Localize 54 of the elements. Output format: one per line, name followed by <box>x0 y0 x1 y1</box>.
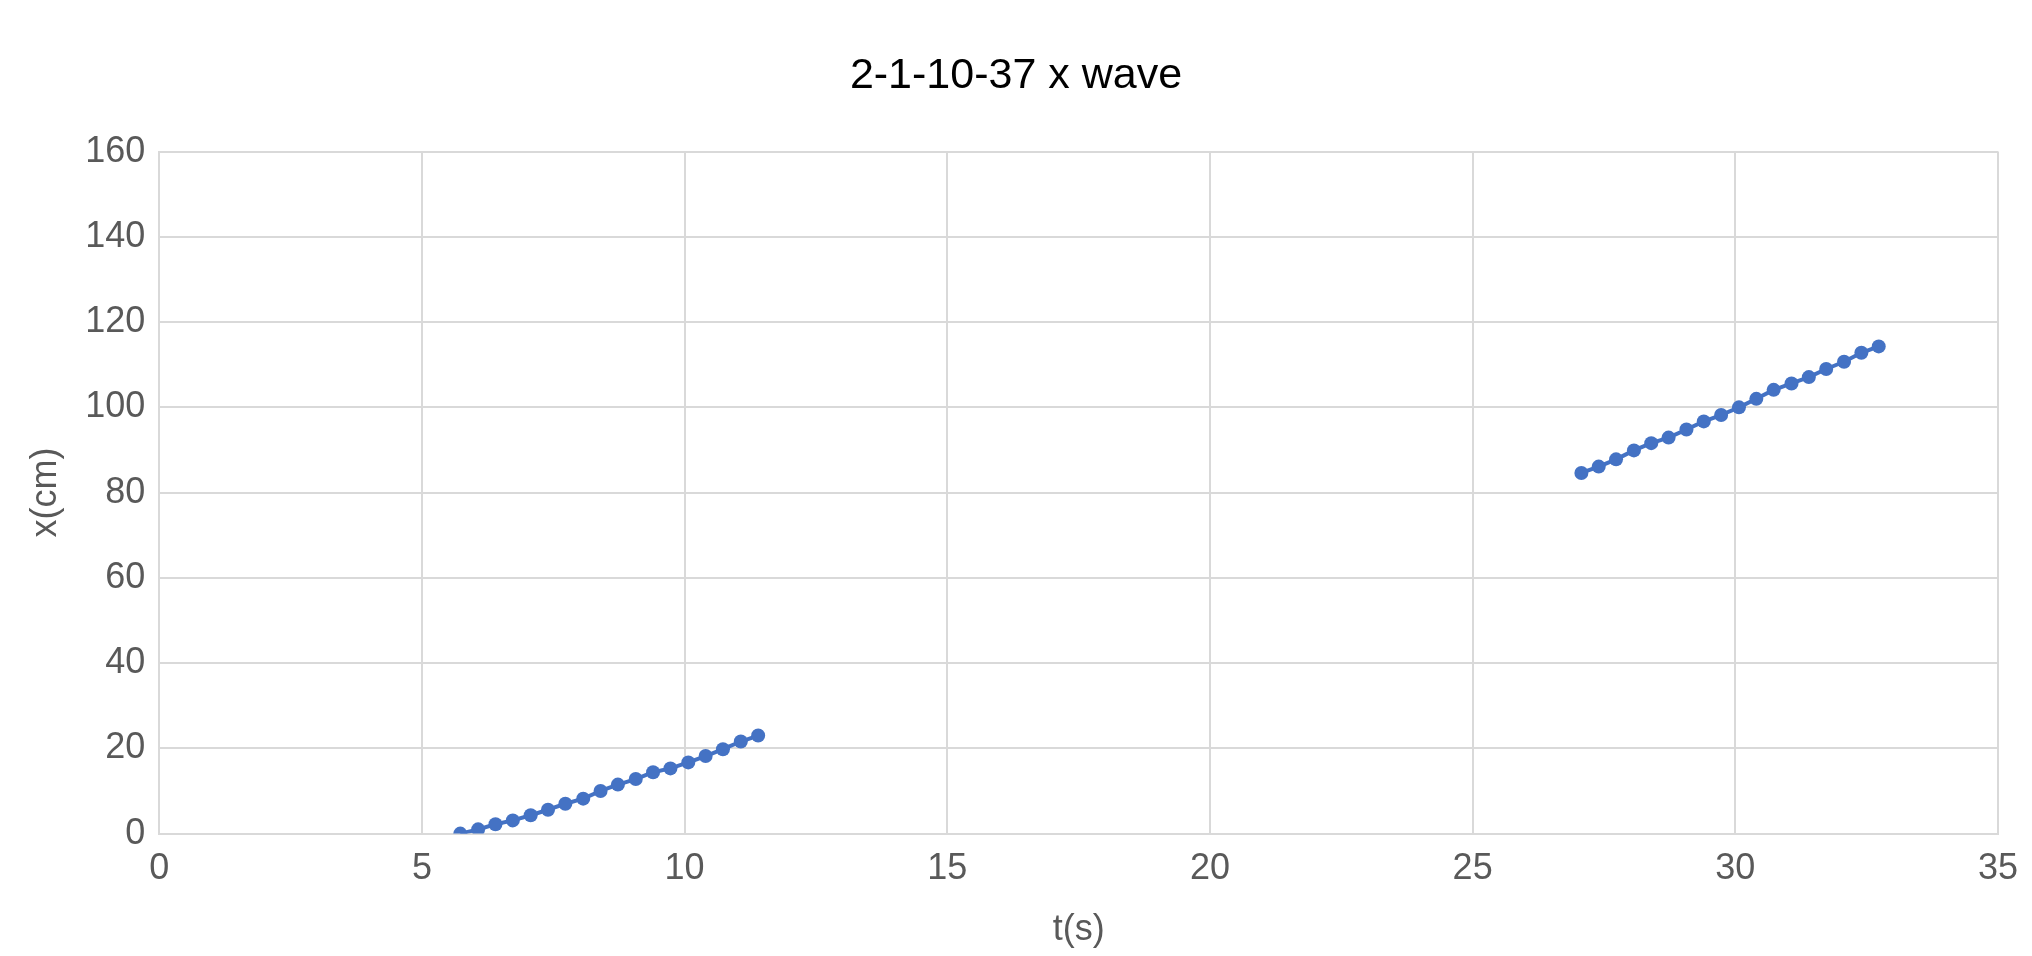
y-tick-label: 80 <box>105 469 146 511</box>
y-tick-label: 160 <box>85 128 146 170</box>
y-axis-title: x(cm) <box>22 447 64 538</box>
x-tick-label: 10 <box>664 846 705 888</box>
x-tick-label: 15 <box>927 846 968 888</box>
point <box>1714 408 1729 423</box>
point <box>715 742 730 757</box>
point <box>1696 414 1711 429</box>
y-tick-label: 20 <box>105 725 146 767</box>
point <box>523 808 538 823</box>
point <box>576 791 591 806</box>
point <box>751 728 766 743</box>
x-tick-label: 25 <box>1452 846 1493 888</box>
point <box>1626 443 1641 458</box>
point <box>663 761 678 776</box>
x-tick-label: 30 <box>1715 846 1756 888</box>
x-tick-label: 35 <box>1977 846 2018 888</box>
point <box>541 802 556 817</box>
point <box>1609 452 1624 467</box>
y-tick-label: 40 <box>105 640 146 682</box>
point <box>593 783 608 798</box>
y-tick-label: 100 <box>85 384 146 426</box>
point <box>681 755 696 770</box>
x-tick-label: 20 <box>1189 846 1230 888</box>
point <box>558 796 573 811</box>
x-tick-label: 5 <box>411 846 432 888</box>
chart-title: 2-1-10-37 x wave <box>849 48 1183 97</box>
point <box>1784 376 1799 391</box>
point <box>1749 391 1764 406</box>
point <box>1574 465 1589 480</box>
point <box>488 817 503 832</box>
point <box>1837 354 1852 369</box>
point <box>628 772 643 787</box>
point <box>1679 422 1694 437</box>
point <box>1661 430 1676 445</box>
point <box>1644 436 1659 451</box>
y-tick-label: 140 <box>85 213 146 255</box>
y-tick-label: 120 <box>85 299 146 341</box>
point <box>1854 345 1869 360</box>
point <box>698 749 713 764</box>
point <box>733 734 748 749</box>
point <box>1766 382 1781 397</box>
point <box>1731 400 1746 415</box>
point <box>471 822 486 834</box>
point <box>505 813 520 828</box>
point <box>646 765 661 780</box>
y-tick-label: 0 <box>125 810 146 852</box>
point <box>1871 339 1886 354</box>
x-axis-title: t(s) <box>1052 907 1105 949</box>
point <box>1819 361 1834 376</box>
y-tick-label: 60 <box>105 554 146 596</box>
point <box>1801 370 1816 385</box>
point <box>610 777 625 792</box>
point <box>1591 459 1606 474</box>
